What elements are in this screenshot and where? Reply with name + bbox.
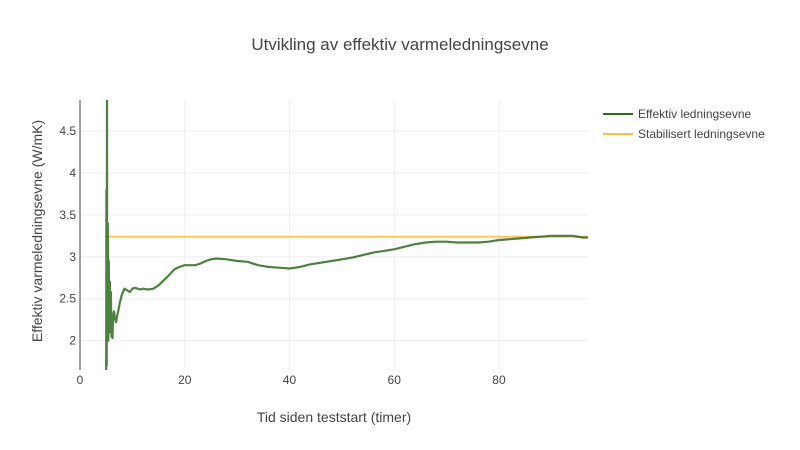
plot-area (105, 100, 588, 370)
series-line-effektiv (105, 100, 588, 370)
y-tick-label: 4 (69, 166, 76, 180)
legend-label: Effektiv ledningsevne (638, 107, 752, 121)
x-tick-label: 60 (388, 373, 402, 387)
x-axis-title: Tid siden teststart (timer) (257, 409, 411, 425)
x-tick-label: 80 (492, 373, 506, 387)
x-tick-label: 0 (77, 373, 84, 387)
legend: Effektiv ledningsevne Stabilisert ledning… (603, 107, 765, 141)
y-tick-label: 3 (69, 250, 76, 264)
y-tick-label: 3.5 (59, 208, 76, 222)
x-tick-label: 20 (178, 373, 192, 387)
y-tick-label: 2 (69, 334, 76, 348)
axes: 0 20 40 60 80 2 2.5 3 3.5 4 4.5 (59, 100, 506, 387)
chart-title: Utvikling av effektiv varmeledningsevne (251, 35, 548, 54)
x-tick-label: 40 (283, 373, 297, 387)
y-tick-label: 4.5 (59, 124, 76, 138)
y-axis-title: Effektiv varmeledningsevne (W/mK) (29, 120, 45, 342)
y-tick-label: 2.5 (59, 292, 76, 306)
grid (80, 100, 588, 370)
series-group (105, 100, 588, 370)
legend-label: Stabilisert ledningsevne (638, 127, 765, 141)
